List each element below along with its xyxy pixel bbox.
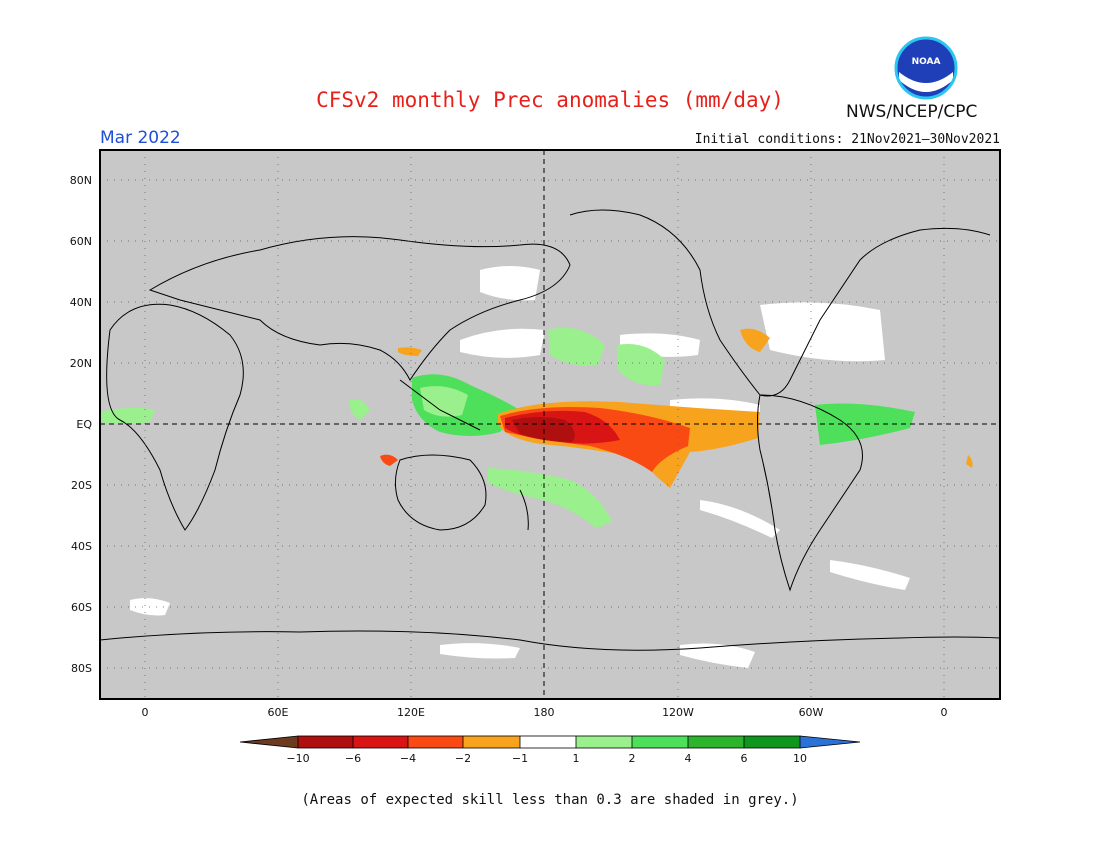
forecast-month: Mar 2022: [100, 128, 181, 148]
coastlines: [99, 209, 1001, 651]
gridlines: [100, 150, 1000, 699]
lon-label: 60W: [799, 706, 824, 719]
colorbar-label: 2: [629, 752, 636, 765]
agency-label: NWS/NCEP/CPC: [846, 102, 978, 122]
reference-lines: [100, 150, 1000, 699]
lat-label: 20N: [70, 357, 92, 370]
colorbar-swatch: [408, 736, 463, 748]
lat-label: EQ: [76, 418, 92, 431]
colorbar-label: −2: [455, 752, 471, 765]
lon-label: 60E: [268, 706, 289, 719]
colorbar-swatch: [353, 736, 408, 748]
colorbar: −10 −6 −4 −2 −1 1 2 4 6 10: [239, 735, 861, 765]
longitude-labels: 0 60E 120E 180 120W 60W 0: [142, 706, 948, 719]
skill-note: (Areas of expected skill less than 0.3 a…: [301, 792, 799, 808]
lat-label: 80S: [71, 662, 92, 675]
colorbar-label: 10: [793, 752, 807, 765]
colorbar-swatch: [463, 736, 520, 748]
colorbar-label: 1: [573, 752, 580, 765]
lon-label: 0: [941, 706, 948, 719]
noaa-logo: NOAA: [894, 36, 958, 100]
colorbar-label: 4: [685, 752, 692, 765]
negative-anomalies: [380, 328, 973, 488]
colorbar-swatch: [632, 736, 688, 748]
lon-label: 120W: [662, 706, 694, 719]
colorbar-swatch: [800, 736, 860, 748]
colorbar-swatch: [688, 736, 744, 748]
lat-label: 60S: [71, 601, 92, 614]
colorbar-label: −6: [345, 752, 361, 765]
lat-label: 80N: [70, 174, 92, 187]
initial-conditions: Initial conditions: 21Nov2021–30Nov2021: [694, 132, 1000, 147]
latitude-labels: 80N 60N 40N 20N EQ 20S 40S 60S 80S: [70, 174, 93, 675]
near-zero-regions: [130, 266, 910, 668]
lon-label: 180: [534, 706, 555, 719]
colorbar-label: 6: [741, 752, 748, 765]
map-frame: [99, 149, 1001, 700]
lat-label: 40N: [70, 296, 92, 309]
colorbar-label: −1: [512, 752, 528, 765]
colorbar-label: −10: [286, 752, 309, 765]
lon-label: 120E: [397, 706, 425, 719]
colorbar-swatch: [576, 736, 632, 748]
lat-label: 60N: [70, 235, 92, 248]
colorbar-swatch: [520, 736, 576, 748]
lat-label: 20S: [71, 479, 92, 492]
colorbar-label: −4: [400, 752, 416, 765]
chart-title: CFSv2 monthly Prec anomalies (mm/day): [316, 88, 784, 112]
colorbar-swatch: [744, 736, 800, 748]
colorbar-swatch: [298, 736, 353, 748]
lon-label: 0: [142, 706, 149, 719]
logo-text: NOAA: [912, 57, 941, 67]
lat-label: 40S: [71, 540, 92, 553]
colorbar-swatch: [240, 736, 298, 748]
